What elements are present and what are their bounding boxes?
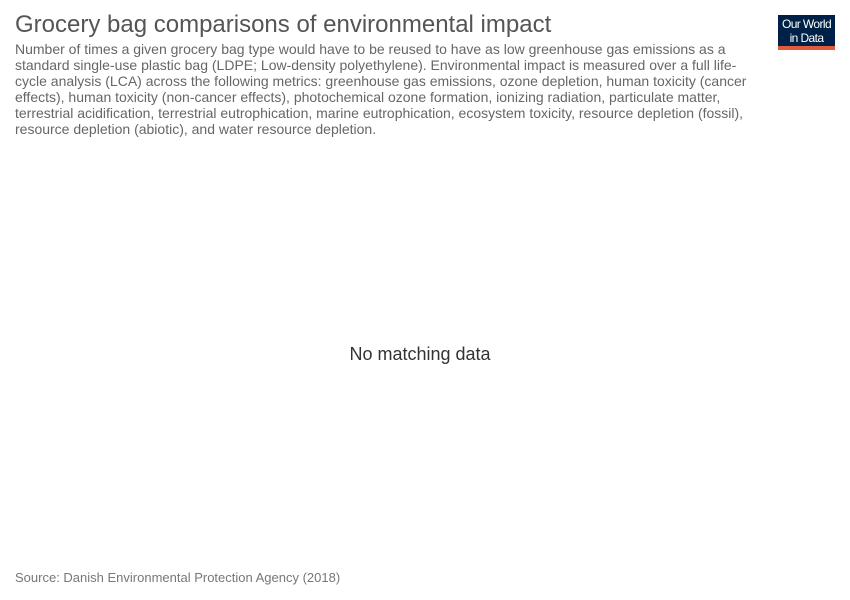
logo-line-1: Our World [781,17,832,31]
our-world-in-data-logo[interactable]: Our World in Data [778,15,835,50]
chart-subtitle: Number of times a given grocery bag type… [15,41,747,137]
logo-line-2: in Data [789,31,824,45]
no-data-message: No matching data [349,344,491,364]
source-note[interactable]: Source: Danish Environmental Protection … [15,570,341,585]
chart-title: Grocery bag comparisons of environmental… [15,11,552,38]
